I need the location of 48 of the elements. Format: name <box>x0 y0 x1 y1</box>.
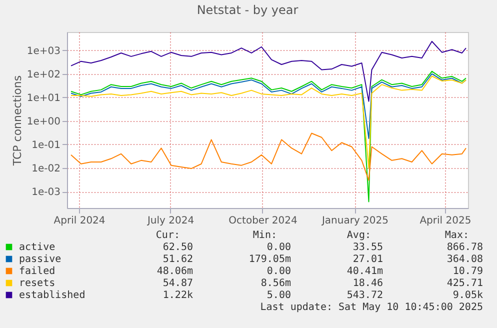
text: 425.71 <box>446 278 483 289</box>
text: 40.41m <box>346 266 383 277</box>
x-tick-label: July 2024 <box>146 216 194 226</box>
y-tick-label: 1e+01 <box>26 92 60 104</box>
text: Last update: Sat May 10 10:45:00 2025 <box>260 302 483 313</box>
x-tick-label: April 2025 <box>420 216 472 226</box>
line-series <box>70 70 466 202</box>
legend-label: active <box>19 242 56 253</box>
x-tick-label: October 2024 <box>228 216 298 226</box>
chart-title: Netstat - by year <box>196 3 298 17</box>
text: 0.00 <box>266 242 291 253</box>
text: 62.50 <box>162 242 193 253</box>
text: 543.72 <box>346 290 383 301</box>
y-axis-title: TCP connections <box>10 75 24 167</box>
legend-label: passive <box>19 254 62 265</box>
text: 866.78 <box>446 242 483 253</box>
text: 54.87 <box>162 278 193 289</box>
text: 27.01 <box>352 254 383 265</box>
legend-label: established <box>19 290 86 301</box>
text: 0.00 <box>266 266 291 277</box>
text: Avg: <box>346 230 371 241</box>
text: 51.62 <box>162 254 193 265</box>
line-series <box>70 132 466 181</box>
text: 1.22k <box>162 290 193 301</box>
text: 33.55 <box>352 242 383 253</box>
legend-label: failed <box>19 266 56 277</box>
y-tick-label: 1e+03 <box>26 46 60 57</box>
y-tick-label: 1e-03 <box>32 187 60 198</box>
legend-label: resets <box>19 278 56 289</box>
text: Min: <box>252 230 277 241</box>
text: 9.05k <box>452 290 483 301</box>
y-tick-label: 1e+02 <box>26 69 60 80</box>
y-tick-label: 1e+00 <box>26 116 60 128</box>
text: 18.46 <box>352 278 383 289</box>
text: 5.00 <box>266 290 291 301</box>
y-tick-label: 1e-02 <box>32 164 60 175</box>
text: 364.08 <box>446 254 483 265</box>
y-tick-label: 1e-01 <box>32 140 60 151</box>
text: 8.56m <box>260 278 291 289</box>
x-tick-label: April 2024 <box>54 216 106 226</box>
line-series <box>70 40 466 102</box>
text: Cur: <box>156 230 180 241</box>
text: Max: <box>444 230 469 241</box>
text: 48.06m <box>156 266 193 277</box>
text: 10.79 <box>452 266 483 277</box>
x-tick-label: January 2025 <box>320 216 388 226</box>
text: 179.05m <box>248 254 291 265</box>
line-series <box>70 76 466 169</box>
